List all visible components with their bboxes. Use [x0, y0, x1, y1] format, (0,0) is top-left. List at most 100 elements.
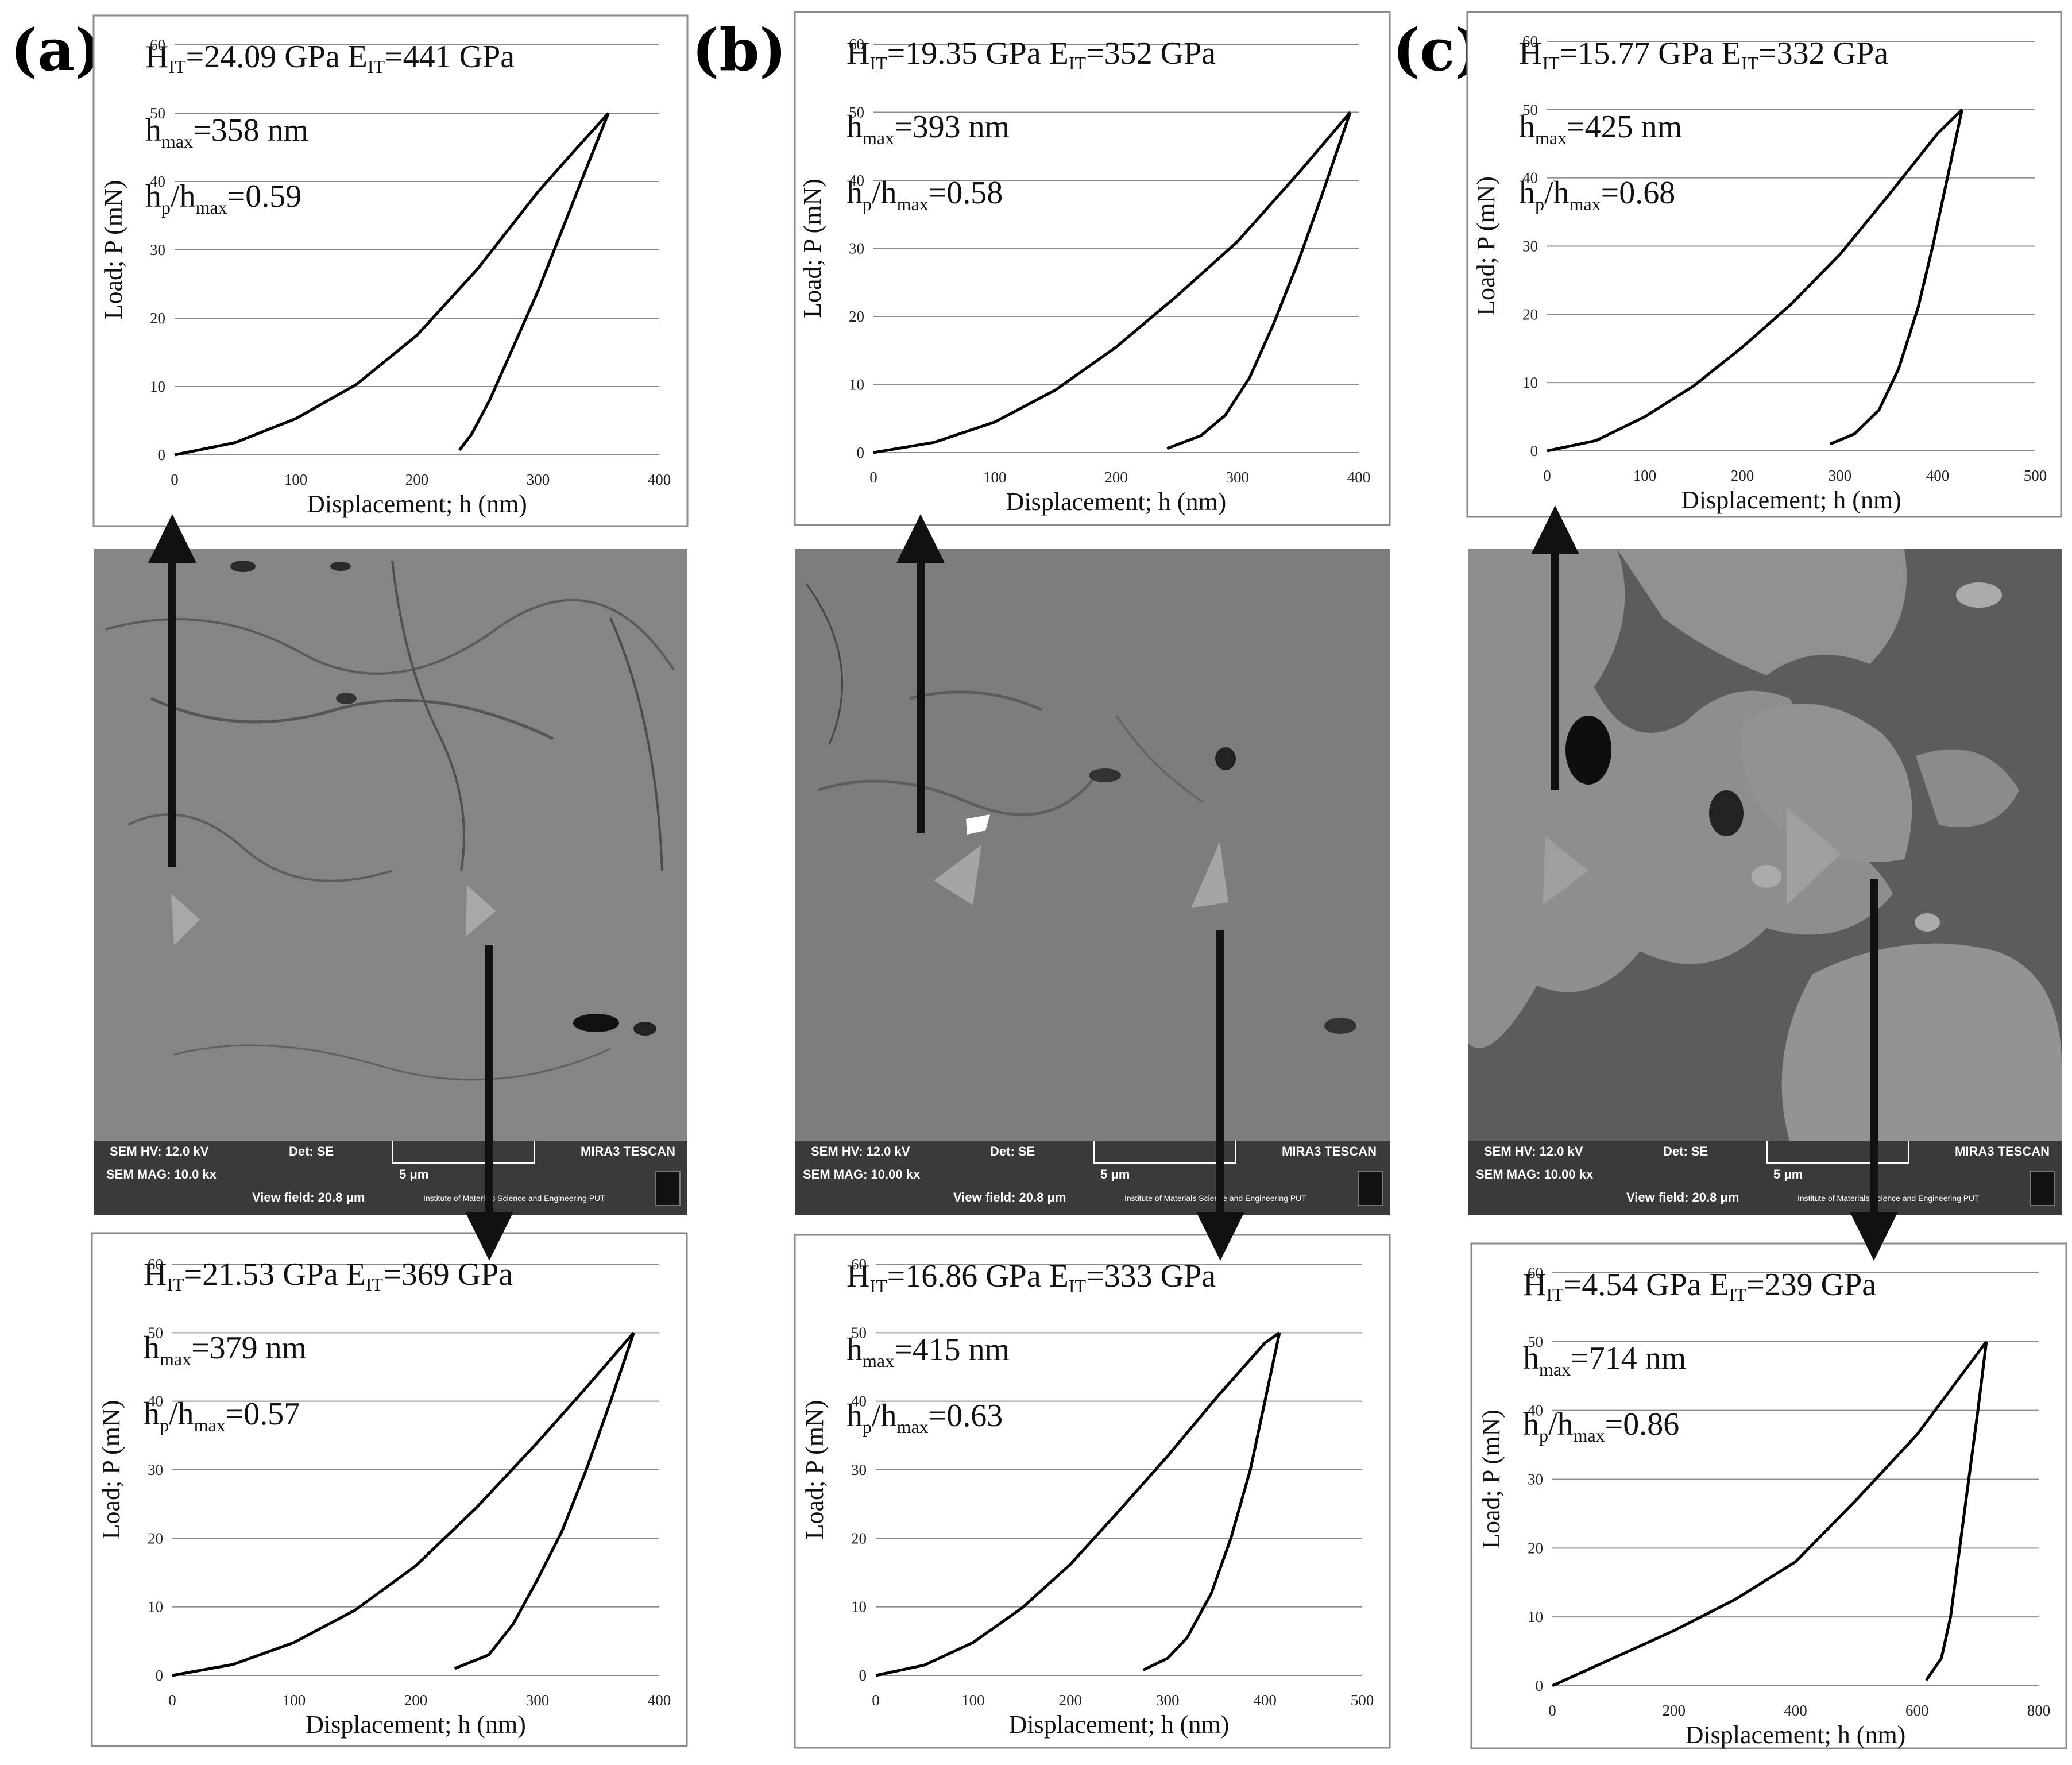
tescan-logo-icon — [2030, 1171, 2055, 1206]
arrow-head — [1850, 1212, 1898, 1261]
sem-institute: Institute of Materials Science and Engin… — [423, 1194, 605, 1203]
y-tick-label: 40 — [1522, 169, 1538, 187]
y-axis-label: Load; P (mN) — [97, 1400, 125, 1540]
y-tick-label: 60 — [849, 36, 864, 53]
x-axis-label: Displacement; h (nm) — [1006, 488, 1227, 516]
x-tick-label: 0 — [872, 1691, 880, 1709]
y-tick-label: 30 — [851, 1461, 867, 1478]
y-tick-label: 20 — [1522, 306, 1538, 323]
x-tick-label: 200 — [404, 1691, 428, 1709]
x-tick-label: 300 — [1226, 469, 1250, 486]
x-tick-label: 100 — [961, 1691, 985, 1709]
tescan-logo-icon — [655, 1171, 681, 1206]
hardness-annotation: HIT=19.35 GPa EIT=352 GPa — [846, 36, 1216, 74]
x-tick-label: 600 — [1905, 1702, 1929, 1719]
chart-a-top: 0 10 20 30 40 50 60 0 100 200 300 400 Displacement; … — [92, 14, 689, 527]
x-tick-label: 100 — [1633, 467, 1657, 484]
ratio-annotation: hp/hmax=0.68 — [1519, 175, 1675, 214]
sem-image-c: SEM HV: 12.0 kV Det: SE MIRA3 TESCAN SEM… — [1468, 549, 2062, 1215]
y-tick-label: 20 — [148, 1530, 163, 1547]
sem-scale-bar — [1093, 1141, 1236, 1164]
y-tick-label: 40 — [851, 1393, 867, 1410]
y-tick-label: 50 — [150, 105, 165, 122]
y-tick-label: 50 — [851, 1324, 867, 1341]
y-tick-label: 10 — [150, 378, 165, 395]
x-tick-label: 400 — [1926, 467, 1950, 484]
sem-info-bar-c: SEM HV: 12.0 kV Det: SE MIRA3 TESCAN SEM… — [1468, 1141, 2062, 1215]
x-tick-label: 500 — [2024, 467, 2047, 484]
y-tick-label: 40 — [849, 172, 864, 189]
y-tick-label: 50 — [849, 104, 864, 121]
sem-brand: MIRA3 TESCAN — [581, 1144, 676, 1158]
unloading-curve — [454, 1332, 635, 1670]
x-axis-label: Displacement; h (nm) — [307, 490, 527, 518]
chart-a-bottom: 0 10 20 30 40 50 60 0 100 200 300 400 Displacement; … — [91, 1232, 688, 1747]
sem-scale: 5 μm — [1773, 1167, 1803, 1181]
chart-frame — [92, 14, 689, 527]
arrow-head — [465, 1212, 513, 1261]
loading-curve — [174, 112, 610, 457]
x-tick-label: 200 — [1731, 467, 1754, 484]
x-tick-label: 400 — [1347, 469, 1371, 486]
loading-curve — [875, 1331, 1281, 1677]
sem-hv: SEM HV: 12.0 kV — [1484, 1144, 1583, 1158]
hardness-annotation: HIT=16.86 GPa EIT=333 GPa — [846, 1258, 1216, 1296]
x-tick-label: 400 — [1784, 1702, 1807, 1719]
y-tick-label: 0 — [156, 1667, 164, 1684]
sem-view: View field: 20.8 μm — [953, 1190, 1066, 1204]
sem-scale: 5 μm — [1100, 1167, 1130, 1181]
unloading-curve — [458, 113, 610, 451]
hmax-annotation: hmax=714 nm — [1523, 1341, 1686, 1380]
x-axis-label: Displacement; h (nm) — [1009, 1710, 1230, 1739]
x-axis-label: Displacement; h (nm) — [306, 1710, 526, 1739]
y-tick-label: 40 — [150, 173, 165, 190]
y-tick-label: 30 — [150, 241, 165, 258]
sem-image-b: SEM HV: 12.0 kV Det: SE MIRA3 TESCAN SEM… — [795, 549, 1390, 1215]
chart-b-top: 0 10 20 30 40 50 60 0 100 200 300 400 Displacement; … — [794, 11, 1391, 526]
chart-c-top: 0 10 20 30 40 50 60 0 100 200 300 400 500 Displacemen… — [1466, 11, 2062, 518]
x-tick-label: 300 — [1156, 1691, 1180, 1709]
hardness-annotation: HIT=24.09 GPa EIT=441 GPa — [145, 39, 515, 77]
chart-frame — [91, 1232, 688, 1747]
chart-b-bottom: 0 10 20 30 40 50 60 0 100 200 300 400 500 Displacemen… — [794, 1234, 1391, 1749]
y-tick-label: 30 — [1528, 1471, 1543, 1488]
chart-frame — [794, 1234, 1391, 1749]
sem-info-bar-a: SEM HV: 12.0 kV Det: SE MIRA3 TESCAN SEM… — [94, 1141, 687, 1215]
y-axis-label: Load; P (mN) — [1477, 1409, 1505, 1549]
y-tick-label: 20 — [849, 308, 864, 325]
arrow-head — [1196, 1212, 1244, 1261]
x-axis-label: Displacement; h (nm) — [1681, 486, 1901, 514]
y-tick-label: 10 — [1522, 374, 1538, 391]
sem-scale-bar — [392, 1141, 535, 1164]
x-tick-label: 0 — [1548, 1702, 1556, 1719]
ratio-annotation: hp/hmax=0.57 — [144, 1396, 300, 1435]
sem-mag: SEM MAG: 10.00 kx — [803, 1167, 921, 1181]
y-tick-label: 60 — [1522, 33, 1538, 50]
y-tick-label: 60 — [148, 1256, 163, 1273]
y-tick-label: 60 — [1528, 1264, 1543, 1281]
x-tick-label: 400 — [648, 1691, 671, 1709]
arrow-head — [1531, 505, 1579, 554]
y-tick-label: 0 — [857, 444, 865, 461]
unloading-curve — [1925, 1341, 1988, 1681]
hmax-annotation: hmax=425 nm — [1519, 109, 1682, 148]
unloading-curve — [1830, 109, 1963, 446]
x-tick-label: 400 — [1253, 1691, 1277, 1709]
sem-hv: SEM HV: 12.0 kV — [811, 1144, 910, 1158]
y-axis-label: Load; P (mN) — [801, 1400, 829, 1540]
x-tick-label: 200 — [1104, 469, 1128, 486]
hmax-annotation: hmax=415 nm — [846, 1332, 1010, 1371]
y-tick-label: 10 — [849, 376, 864, 393]
y-tick-label: 10 — [851, 1598, 867, 1616]
y-tick-label: 60 — [150, 36, 165, 53]
loading-curve — [873, 111, 1352, 454]
x-tick-label: 200 — [405, 471, 429, 488]
sem-institute: Institute of Materials Science and Engin… — [1124, 1194, 1306, 1203]
sem-det: Det: SE — [1663, 1144, 1708, 1158]
x-tick-label: 0 — [1543, 467, 1551, 484]
x-tick-label: 200 — [1663, 1702, 1686, 1719]
loading-curve — [1551, 1341, 1988, 1687]
y-tick-label: 60 — [851, 1256, 867, 1273]
